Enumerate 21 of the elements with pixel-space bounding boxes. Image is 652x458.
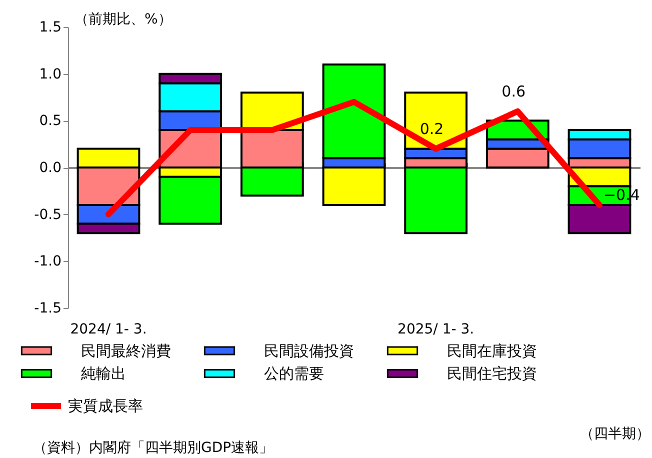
legend-label: 民間住宅投資: [447, 364, 537, 382]
text: （四半期）: [580, 426, 650, 442]
y-tick-label: 0.0: [39, 160, 62, 176]
y-tick-label: 1.0: [39, 66, 62, 82]
y-tick-label: -0.5: [34, 206, 62, 223]
legend-label: 実質成長率: [68, 397, 143, 415]
x-tick-label: 2025/ 1- 3.: [398, 322, 474, 338]
legend-label: 純輸出: [81, 364, 126, 382]
legend-label: 民間設備投資: [264, 342, 354, 360]
y-tick-label: 1.5: [39, 20, 62, 36]
legend-label: 民間在庫投資: [447, 342, 537, 360]
text: （資料）内閣府「四半期別GDP速報」: [33, 440, 274, 456]
y-axis-title: （前期比、%）: [74, 12, 172, 28]
data-label: 0.2: [420, 120, 444, 138]
y-tick-label: -1.5: [34, 300, 62, 316]
y-tick-label: -1.0: [34, 254, 62, 270]
legend-label: 公的需要: [264, 364, 324, 382]
y-tick-label: 0.5: [39, 113, 62, 130]
data-label: 0.6: [502, 82, 526, 100]
legend-label: 民間最終消費: [81, 342, 171, 360]
x-tick-label: 2024/ 1- 3.: [70, 322, 147, 338]
